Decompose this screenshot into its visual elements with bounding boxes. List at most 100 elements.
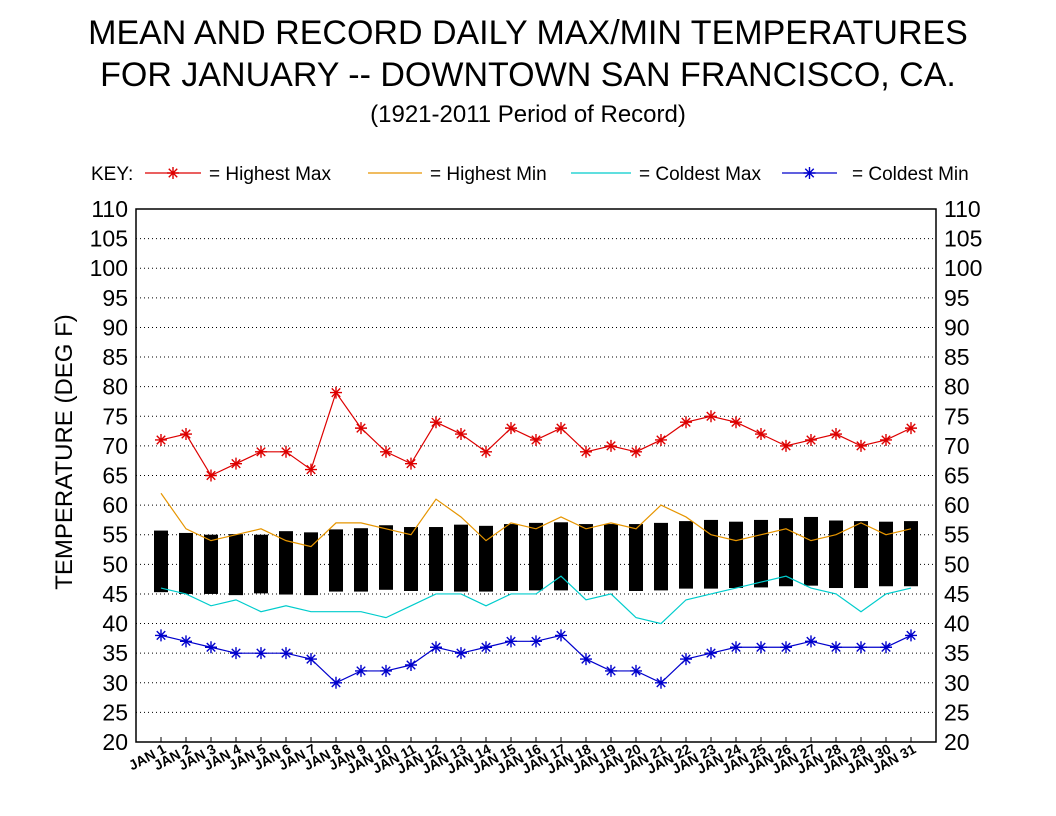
mean-bar [729, 521, 743, 589]
mean-bar [154, 530, 168, 593]
highest-max-marker [705, 410, 717, 423]
highest-max-marker [205, 469, 217, 482]
coldest-min-marker [530, 635, 542, 648]
legend-highest-max-label: = Highest Max [209, 164, 331, 185]
highest-max-marker [730, 416, 742, 429]
mean-bar [279, 531, 293, 595]
coldest-min-marker [380, 664, 392, 677]
y-tick-label-right: 95 [944, 285, 970, 311]
coldest-min-marker [705, 647, 717, 660]
y-tick-label-left: 100 [90, 255, 128, 281]
y-tick-label-left: 90 [102, 314, 128, 340]
y-tick-label-right: 60 [944, 492, 970, 518]
y-tick-label-left: 25 [102, 699, 128, 725]
y-tick-label-right: 70 [944, 433, 970, 459]
y-tick-label-right: 85 [944, 344, 970, 370]
coldest-min-marker [830, 641, 842, 654]
y-tick-label-right: 105 [944, 226, 982, 252]
y-tick-label-left: 80 [102, 374, 128, 400]
coldest-min-marker [505, 635, 517, 648]
legend-coldest-min-marker [803, 167, 816, 179]
coldest-min-marker [355, 664, 367, 677]
y-tick-label-right: 40 [944, 611, 970, 637]
mean-bar [204, 534, 218, 594]
mean-bar [429, 527, 443, 591]
mean-bar [404, 527, 418, 591]
coldest-min-marker [330, 676, 342, 689]
highest-max-marker [755, 428, 767, 441]
highest-max-marker [655, 433, 667, 446]
y-tick-label-left: 40 [102, 611, 128, 637]
coldest-min-marker [680, 653, 692, 666]
y-tick-label-left: 95 [102, 285, 128, 311]
highest-max-marker [380, 445, 392, 458]
coldest-min-marker [730, 641, 742, 654]
y-tick-label-right: 45 [944, 581, 970, 607]
mean-bar [804, 516, 818, 586]
period-of-record: (1921-2011 Period of Record) [370, 101, 686, 128]
mean-bar [479, 525, 493, 592]
y-tick-label-left: 85 [102, 344, 128, 370]
y-tick-label-right: 55 [944, 522, 970, 548]
highest-min-line [160, 492, 912, 548]
highest-max-marker [305, 463, 317, 476]
mean-bar [529, 522, 543, 591]
coldest-min-marker [255, 647, 267, 660]
mean-bar [754, 519, 768, 588]
legend-highest-max-marker [167, 167, 179, 179]
mean-bar [704, 519, 718, 589]
mean-bar [879, 521, 893, 587]
highest-max-marker [530, 433, 542, 446]
coldest-min-marker [230, 647, 242, 660]
mean-bar [579, 524, 593, 591]
coldest-min-marker [280, 647, 292, 660]
highest-max-marker [780, 439, 792, 452]
highest-max-marker [430, 416, 442, 429]
mean-bar [854, 521, 868, 589]
highest-max-marker [355, 422, 367, 435]
y-tick-label-left: 35 [102, 640, 128, 666]
mean-bar [554, 522, 568, 591]
coldest-min-marker [780, 641, 792, 654]
highest-max-marker [680, 416, 692, 429]
highest-max-marker [880, 433, 892, 446]
y-tick-label-right: 20 [944, 729, 970, 755]
y-tick-label-right: 110 [944, 196, 981, 222]
y-tick-label-right: 30 [944, 670, 970, 696]
coldest-min-marker [630, 664, 642, 677]
coldest-min-marker [555, 629, 567, 642]
highest-max-marker [455, 428, 467, 441]
y-tick-label-left: 110 [91, 196, 128, 222]
highest-max-marker [905, 422, 917, 435]
highest-max-marker [630, 445, 642, 458]
highest-max-marker [555, 422, 567, 435]
y-tick-label-right: 65 [944, 463, 970, 489]
coldest-min-marker [305, 653, 317, 666]
highest-max-marker [830, 428, 842, 441]
y-tick-label-left: 30 [102, 670, 128, 696]
y-tick-label-left: 105 [90, 226, 128, 252]
mean-bar [654, 522, 668, 591]
legend-highest-min-label: = Highest Min [430, 164, 547, 185]
coldest-min-marker [805, 635, 817, 648]
coldest-min-marker [155, 629, 167, 642]
coldest-min-marker [430, 641, 442, 654]
highest-max-marker [280, 445, 292, 458]
coldest-min-marker [580, 653, 592, 666]
mean-bar [604, 524, 618, 591]
coldest-min-marker [605, 664, 617, 677]
coldest-min-marker [205, 641, 217, 654]
mean-bar [329, 529, 343, 592]
highest-max-marker [155, 433, 167, 446]
y-tick-label-left: 50 [102, 551, 128, 577]
mean-bar [354, 528, 368, 592]
mean-bar [679, 521, 693, 589]
y-tick-label-left: 65 [102, 463, 128, 489]
y-tick-label-left: 70 [102, 433, 128, 459]
coldest-min-marker [655, 676, 667, 689]
y-tick-label-right: 75 [944, 403, 970, 429]
coldest-min-marker [755, 641, 767, 654]
highest-max-marker [255, 445, 267, 458]
chart-subtitle: FOR JANUARY -- DOWNTOWN SAN FRANCISCO, C… [100, 56, 956, 94]
